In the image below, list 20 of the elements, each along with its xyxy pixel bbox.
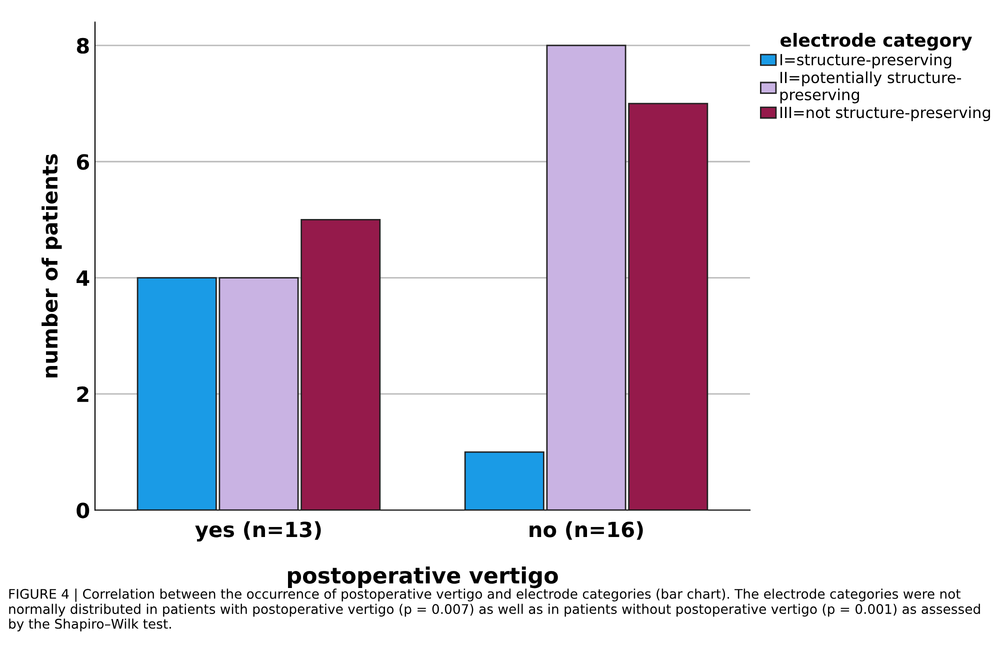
y-axis-title: number of patients (42, 154, 62, 378)
y-tick-label: 8 (76, 38, 89, 54)
bar (546, 44, 626, 510)
legend-title: electrode category (780, 32, 972, 51)
y-tick-label: 4 (76, 270, 90, 286)
x-axis-title: postoperative vertigo (288, 566, 558, 588)
y-tick-label: 6 (76, 154, 90, 170)
bar (464, 451, 544, 510)
bar (136, 277, 217, 510)
bar (218, 277, 299, 510)
x-tick-label: yes (n=13) (195, 521, 321, 542)
legend-label: III=not structure-preserving (780, 106, 990, 122)
y-tick-label: 2 (77, 386, 88, 402)
caption: FIGURE 4 | Correlation between the occurrence of postoperative vertigo and electrode categories (bar chart). The electrode categories were not normally distributed in patients with postoperative vertigo (p = 0.007) as well as in patients without postoperative vertigo (p = 0.001) as assessed by the Shapiro–Wilk test. (9, 588, 980, 632)
bar (628, 102, 708, 510)
y-tick-label: 0 (76, 502, 90, 518)
legend-label: II=potentially structure- preserving (780, 71, 962, 104)
x-tick-label: no (n=16) (530, 521, 643, 540)
bar (300, 219, 381, 510)
legend-label: I=structure-preserving (780, 54, 952, 68)
